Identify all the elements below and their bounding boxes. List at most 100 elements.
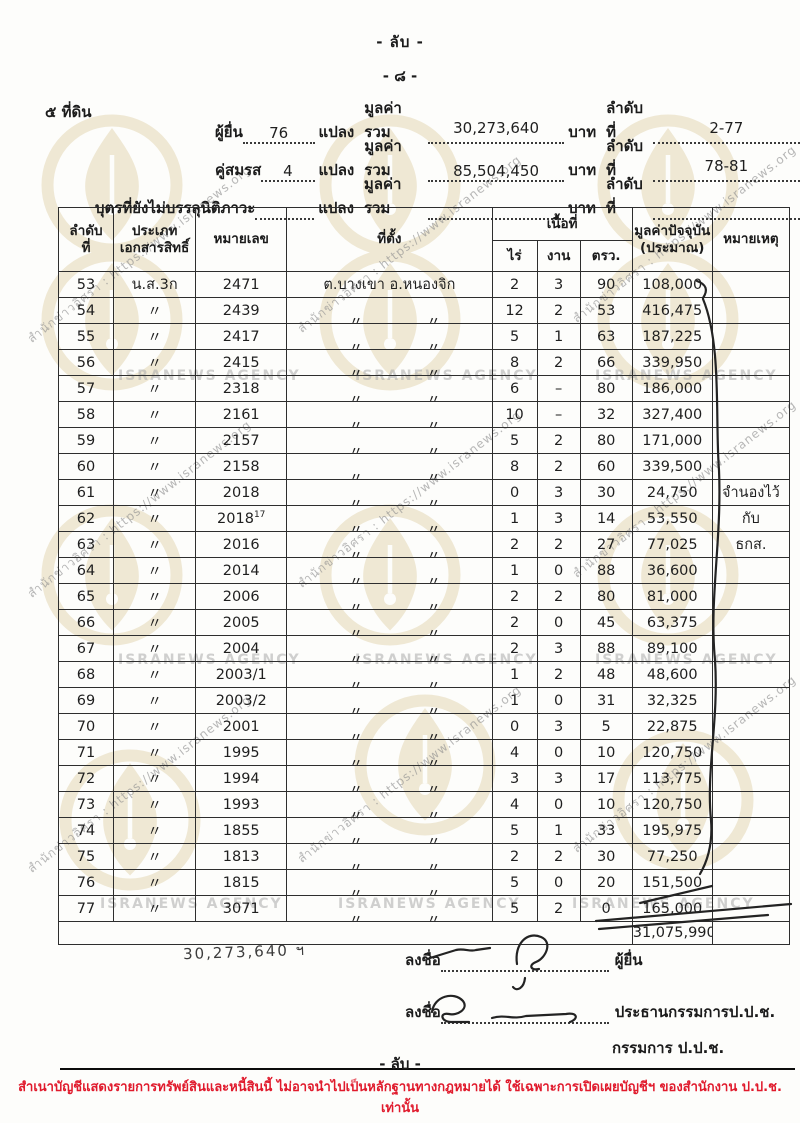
cell-value: 195,975 (631, 817, 713, 844)
cell-wah: 80 (579, 583, 633, 610)
cell-number: 2471 (195, 271, 288, 298)
signature-field-applicant (440, 956, 609, 972)
cell-ngan: 2 (536, 843, 581, 870)
signer-role: ประธานกรรมการป.ป.ช. (614, 1003, 776, 1021)
cell-location: 〃〃 (286, 791, 493, 818)
cell-remark (711, 687, 791, 714)
cell-remark (711, 661, 791, 688)
cell-value: 89,100 (631, 635, 713, 662)
cell-location: 〃〃 (286, 869, 493, 896)
spouse-label: คู่สมรส (215, 161, 262, 179)
table-row: 63 〃 2016 〃〃 2 2 27 77,025 ธกส. (57, 531, 791, 558)
cell-number: 2318 (195, 375, 288, 402)
cell-no: 53 (57, 271, 115, 298)
cell-number: 2003/1 (195, 661, 288, 688)
cell-number: 2001 (195, 713, 288, 740)
cell-number: 3071 (195, 895, 288, 922)
cell-value: 339,950 (631, 349, 713, 376)
cell-remark (711, 869, 791, 896)
cell-rai: 2 (491, 635, 538, 662)
cell-rai: 2 (491, 843, 538, 870)
cell-location: 〃〃 (286, 635, 493, 662)
cell-number: 1855 (195, 817, 288, 844)
cell-rai: 5 (491, 817, 538, 844)
total-value: 85,504,450 (453, 162, 540, 180)
cell-rai: 1 (491, 687, 538, 714)
cell-doc-type: 〃 (113, 609, 197, 636)
cell-doc-type: 〃 (113, 375, 197, 402)
cell-no: 70 (57, 713, 115, 740)
table-row: 69 〃 2003/2 〃〃 1 0 31 32,325 (57, 687, 791, 714)
cell-doc-type: 〃 (113, 687, 197, 714)
cell-wah: 60 (579, 453, 633, 480)
cell-no: 68 (57, 661, 115, 688)
cell-no: 66 (57, 609, 115, 636)
total-row: 31,075,990 (58, 921, 791, 945)
table-header-row-1: ลำดับ ที่ ประเภท เอกสารสิทธิ์ หมายเลข ที่ต… (57, 207, 791, 272)
cell-location: 〃〃 (286, 817, 493, 844)
table-row: 56 〃 2415 〃〃 8 2 66 339,950 (57, 349, 791, 376)
cell-location: 〃〃 (286, 401, 493, 428)
cell-rai: 5 (491, 427, 538, 454)
cell-value: 108,000 (631, 271, 713, 298)
header-remark: หมายเหตุ (711, 207, 791, 272)
cell-no: 77 (57, 895, 115, 922)
cell-rai: 12 (491, 297, 538, 324)
table-row: 70 〃 2001 〃〃 0 3 5 22,875 (57, 713, 791, 740)
cell-no: 75 (57, 843, 115, 870)
total-value-field: 30,273,640 (427, 121, 565, 144)
cell-value: 36,600 (631, 557, 713, 584)
table-row: 62 〃 201817 〃〃 1 3 14 53,550 กับ (57, 505, 791, 532)
currency-label: บาท (568, 161, 597, 179)
cell-location: 〃〃 (286, 739, 493, 766)
cell-ngan: 3 (536, 479, 581, 506)
cell-number: 1993 (195, 791, 288, 818)
cell-wah: 30 (579, 479, 633, 506)
cell-wah: 10 (579, 791, 633, 818)
cell-ngan: 0 (536, 791, 581, 818)
section-label: ๕ ที่ดิน (45, 103, 92, 121)
cell-wah: 14 (579, 505, 633, 532)
cell-location: 〃〃 (286, 895, 493, 922)
cell-no: 64 (57, 557, 115, 584)
cell-doc-type: 〃 (113, 661, 197, 688)
table-row: 75 〃 1813 〃〃 2 2 30 77,250 (57, 843, 791, 870)
cell-wah: 53 (579, 297, 633, 324)
cell-no: 69 (57, 687, 115, 714)
cell-value: 77,250 (631, 843, 713, 870)
cell-location: 〃〃 (286, 609, 493, 636)
header-number: หมายเลข (195, 207, 288, 272)
table-row: 72 〃 1994 〃〃 3 3 17 113,775 (57, 765, 791, 792)
cell-location: 〃〃 (286, 661, 493, 688)
footer-rule (60, 1068, 795, 1070)
cell-remark: จำนองไว้ (711, 479, 791, 506)
table-row: 61 〃 2018 〃〃 0 3 30 24,750 จำนองไว้ (57, 479, 791, 506)
cell-number: 1995 (195, 739, 288, 766)
cell-value: 327,400 (631, 401, 713, 428)
cell-doc-type: 〃 (113, 401, 197, 428)
table-row: 68 〃 2003/1 〃〃 1 2 48 48,600 (57, 661, 791, 688)
seq-value: 78-81 (704, 157, 749, 175)
cell-no: 73 (57, 791, 115, 818)
cell-rai: 0 (491, 713, 538, 740)
cell-rai: 4 (491, 739, 538, 766)
cell-location: 〃〃 (286, 557, 493, 584)
cell-location: 〃〃 (286, 531, 493, 558)
cell-ngan: 0 (536, 687, 581, 714)
cell-number: 2439 (195, 297, 288, 324)
cell-value: 77,025 (631, 531, 713, 558)
confidential-mark-top: - ลับ - (376, 33, 424, 51)
cell-ngan: 2 (536, 453, 581, 480)
cell-rai: 3 (491, 765, 538, 792)
header-doc-type: ประเภท เอกสารสิทธิ์ (113, 207, 197, 272)
table-row: 74 〃 1855 〃〃 5 1 33 195,975 (57, 817, 791, 844)
header-wah: ตรว. (579, 240, 633, 272)
cell-remark (711, 609, 791, 636)
cell-value: 32,325 (631, 687, 713, 714)
signature-line-chairman: ลงชื่อ ประธานกรรมการป.ป.ช. (405, 1000, 775, 1024)
cell-doc-type: 〃 (113, 479, 197, 506)
cell-number: 2014 (195, 557, 288, 584)
cell-wah: 88 (579, 557, 633, 584)
cell-location: 〃〃 (286, 479, 493, 506)
cell-wah: 30 (579, 843, 633, 870)
